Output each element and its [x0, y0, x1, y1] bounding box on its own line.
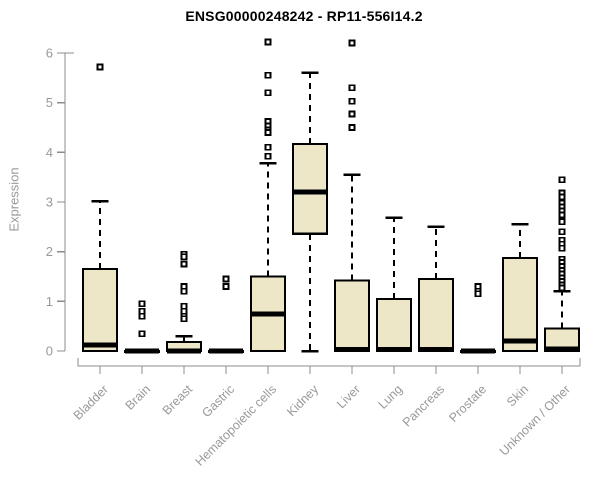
outlier-point: [348, 84, 356, 92]
outlier-point: [180, 315, 188, 323]
outlier-point: [348, 39, 356, 47]
outlier-point: [180, 253, 188, 260]
outlier-point: [138, 312, 146, 320]
x-tick-label: Lung: [376, 382, 406, 412]
outlier-point: [222, 283, 230, 290]
outlier-point: [264, 71, 272, 79]
box-group: [207, 275, 245, 354]
x-tick-label: Liver: [334, 382, 363, 411]
x-axis-line: [77, 358, 581, 367]
box-group: [333, 39, 371, 353]
outlier-point: [558, 228, 566, 236]
box-group: [459, 283, 497, 354]
box-group: [165, 250, 203, 354]
outlier-point: [138, 330, 146, 337]
outlier-point: [180, 260, 188, 268]
outlier-point: [558, 218, 566, 226]
x-tick-label: Pancreas: [400, 382, 447, 429]
outlier-point: [348, 110, 356, 118]
y-tick-label: 5: [46, 95, 53, 110]
y-tick-label: 2: [46, 244, 53, 259]
outlier-point: [264, 152, 272, 160]
box-group: [249, 38, 287, 353]
box-rect: [375, 297, 413, 353]
box-rect: [417, 277, 455, 353]
y-axis-line: [64, 52, 74, 351]
outlier-point: [96, 63, 104, 71]
x-tick-label: Brain: [123, 382, 154, 413]
outlier-point: [138, 300, 146, 308]
box-group: [417, 225, 455, 353]
outlier-point: [558, 284, 566, 292]
y-tick-label: 3: [46, 195, 53, 210]
box-rect: [81, 267, 119, 353]
outlier-point: [264, 129, 272, 136]
box-rect: [291, 142, 329, 235]
box-group: [543, 176, 581, 353]
outlier-point: [264, 144, 272, 151]
box-group: [501, 223, 539, 353]
outlier-point: [558, 176, 566, 183]
y-tick-label: 1: [46, 294, 53, 309]
box-rect: [333, 279, 371, 353]
box-rect: [501, 257, 539, 353]
x-tick-label: Bladder: [71, 382, 111, 422]
x-tick-label: Breast: [160, 382, 196, 418]
x-tick-label: Kidney: [284, 382, 321, 419]
x-tick-label: Hematopoietic cells: [193, 382, 280, 469]
y-tick-label: 0: [46, 344, 53, 359]
chart-title: ENSG00000248242 - RP11-556I14.2: [185, 8, 423, 24]
outlier-point: [264, 89, 272, 97]
outlier-point: [558, 211, 566, 219]
outlier-point: [474, 290, 482, 298]
box-group: [291, 71, 329, 353]
y-tick-label: 4: [46, 145, 53, 160]
outlier-point: [222, 275, 230, 283]
y-tick-label: 6: [46, 46, 53, 61]
outlier-point: [180, 288, 188, 295]
box-group: [375, 216, 413, 353]
outlier-point: [264, 38, 272, 46]
outlier-point: [348, 97, 356, 105]
x-tick-label: Unknown / Other: [497, 382, 573, 458]
outlier-point: [558, 193, 566, 201]
x-tick-label: Skin: [504, 382, 531, 409]
outlier-point: [558, 244, 566, 252]
outlier-point: [348, 124, 356, 131]
box-group: [123, 300, 161, 354]
box-group: [81, 63, 119, 353]
x-tick-label: Gastric: [199, 382, 237, 420]
x-tick-label: Prostate: [446, 382, 489, 425]
